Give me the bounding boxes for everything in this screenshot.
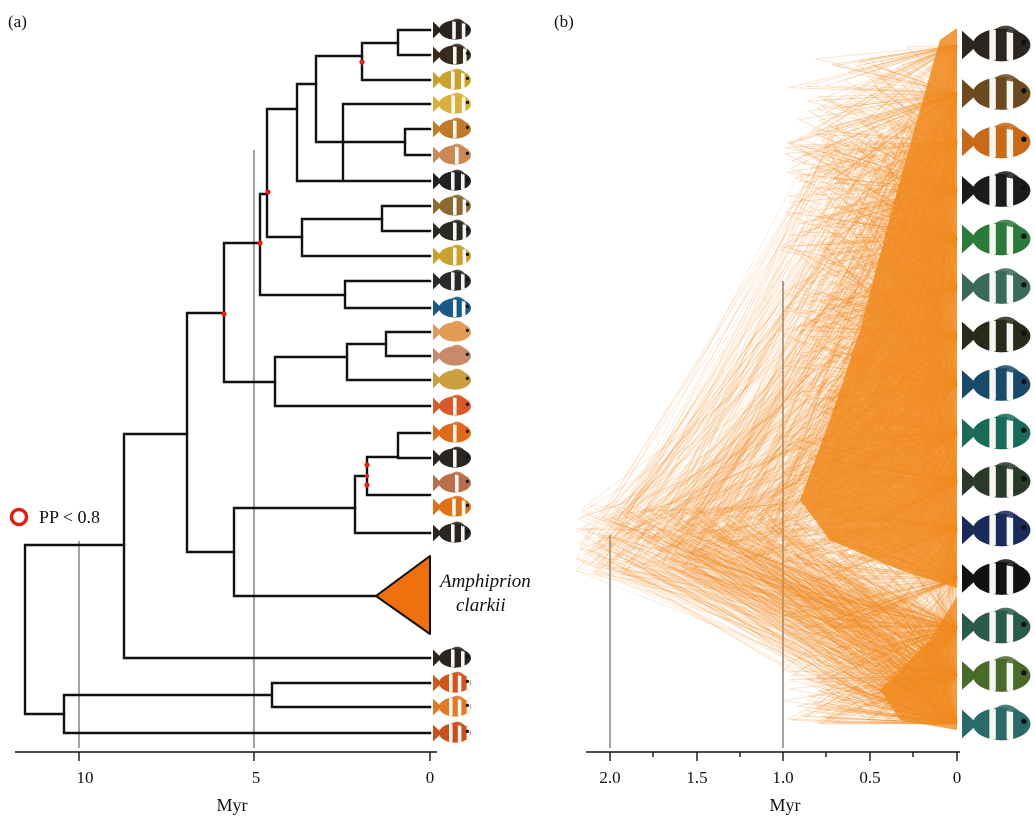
clownfish-image	[962, 704, 1031, 741]
clownfish-image	[962, 25, 1031, 62]
low-support-node	[221, 311, 227, 317]
clownfish-image	[433, 194, 471, 216]
clownfish-image	[433, 671, 471, 693]
phylogeny-tree-a	[23, 28, 432, 735]
clownfish-image	[962, 268, 1031, 304]
tip-images-a	[433, 18, 471, 743]
x-tick-label: 0	[953, 768, 962, 787]
clownfish-image	[433, 92, 471, 114]
clownfish-image	[962, 316, 1031, 353]
collapsed-clade-triangle	[375, 555, 431, 635]
clownfish-image	[962, 365, 1031, 401]
low-support-node	[265, 189, 271, 195]
x-tick-label: 0.5	[859, 768, 880, 787]
panel-b: (b) 2.0 1.5 1.0 0.5 0 Myr	[554, 12, 1031, 815]
clade-name-line1: Amphiprion	[438, 571, 531, 592]
clownfish-image	[433, 68, 471, 90]
clownfish-image	[962, 607, 1031, 644]
low-support-node	[364, 462, 370, 468]
clownfish-image	[962, 171, 1031, 207]
clownfish-image	[433, 117, 471, 139]
clownfish-image	[433, 695, 471, 717]
clownfish-image	[433, 169, 471, 191]
x-axis-title-b: Myr	[770, 795, 801, 815]
x-tick-label: 5	[252, 768, 261, 787]
clownfish-image	[962, 219, 1031, 256]
clownfish-image	[433, 269, 471, 291]
low-support-node	[364, 482, 370, 488]
x-tick-label: 0	[426, 768, 435, 787]
clownfish-image	[433, 43, 471, 65]
clownfish-image	[433, 495, 471, 517]
clownfish-image	[962, 122, 1031, 159]
panel-a: (a)	[8, 12, 531, 815]
clownfish-image	[433, 368, 471, 390]
clownfish-image	[962, 510, 1031, 547]
x-tick-label: 1.0	[772, 768, 793, 787]
clownfish-image	[433, 446, 471, 468]
clownfish-image	[962, 559, 1031, 595]
clownfish-image	[433, 296, 471, 318]
clownfish-image	[962, 656, 1031, 692]
clownfish-image	[433, 18, 471, 40]
tip-images-b	[962, 25, 1031, 741]
low-support-node	[364, 473, 370, 479]
clownfish-image	[433, 344, 471, 366]
low-support-node	[359, 59, 365, 65]
panel-b-label: (b)	[554, 12, 574, 31]
clade-name-line2: clarkii	[456, 595, 506, 616]
panel-a-label: (a)	[8, 12, 27, 31]
x-tick-label: 10	[77, 768, 94, 787]
low-support-nodes	[221, 59, 370, 488]
clownfish-image	[962, 74, 1031, 110]
x-tick-label: 2.0	[599, 768, 620, 787]
clownfish-image	[433, 721, 471, 743]
x-tick-label: 1.5	[686, 768, 707, 787]
clownfish-image	[433, 143, 471, 165]
clownfish-image	[433, 521, 471, 543]
clownfish-image	[433, 219, 471, 241]
clownfish-image	[433, 320, 471, 342]
clownfish-image	[433, 421, 471, 443]
legend-text: PP < 0.8	[39, 507, 100, 527]
x-axis-title-a: Myr	[217, 795, 248, 815]
clownfish-image	[433, 394, 471, 416]
clownfish-image	[433, 646, 471, 668]
clownfish-image	[433, 244, 471, 266]
low-support-node	[257, 240, 263, 246]
clownfish-image	[962, 462, 1031, 498]
legend-marker-icon	[9, 507, 29, 527]
clownfish-image	[962, 413, 1031, 450]
clownfish-image	[433, 471, 471, 493]
densitree-cloud	[575, 28, 958, 730]
